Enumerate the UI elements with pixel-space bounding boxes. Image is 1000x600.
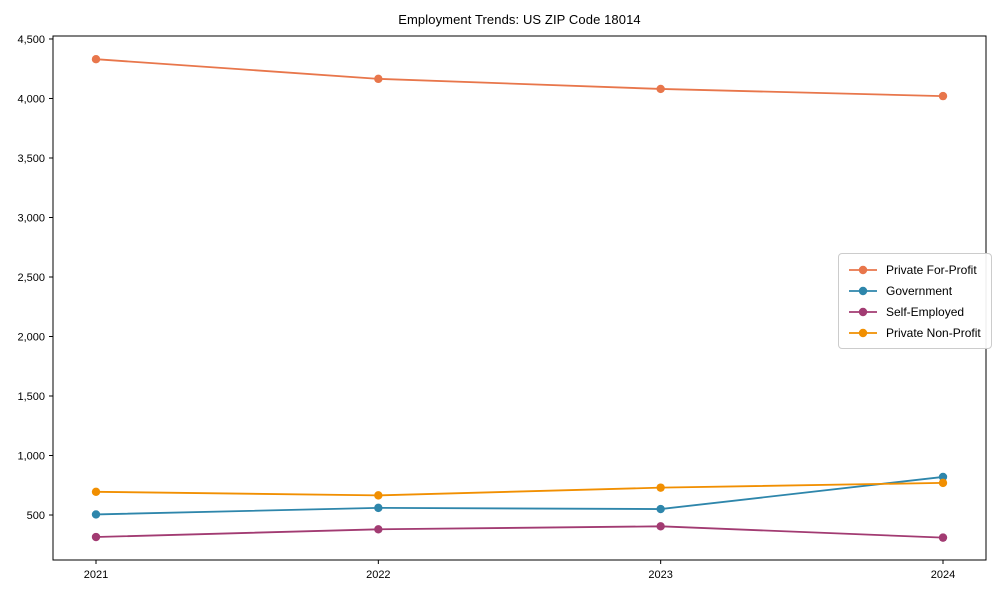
series-marker [91,510,101,519]
series-marker [91,532,101,542]
series-marker [374,491,383,500]
y-tick-label: 3,500 [17,153,45,165]
legend-marker-icon [849,286,877,295]
x-tick-label: 2022 [366,569,390,581]
series-line [95,525,944,539]
y-tick-label: 1,500 [17,391,45,403]
series-line [95,476,944,516]
series-marker [374,74,383,84]
legend-item: Private Non-Profit [848,324,981,341]
series-marker [91,55,101,64]
x-tick-label: 2023 [648,569,672,581]
series-marker [374,525,383,534]
series-marker [656,84,665,94]
legend-item: Private For-Profit [848,261,981,278]
legend-label: Private Non-Profit [886,325,981,340]
series-marker [656,483,665,492]
series-marker [656,522,665,531]
chart-title: Employment Trends: US ZIP Code 18014 [398,12,641,27]
series-line [95,58,944,97]
y-tick-label: 2,500 [17,272,45,284]
series-marker [91,487,101,497]
legend-marker-icon [849,265,877,274]
legend-label: Self-Employed [886,304,965,319]
series-marker [938,91,948,101]
series-marker [938,472,948,482]
series-marker [938,533,948,542]
legend-label: Private For-Profit [886,262,977,277]
legend-label: Government [886,283,953,298]
series-marker [374,503,383,513]
legend-item: Self-Employed [848,303,981,320]
x-tick-label: 2024 [931,569,955,581]
y-tick-label: 4,000 [17,93,45,105]
y-tick-label: 4,500 [17,34,45,46]
x-tick-label: 2021 [84,569,108,581]
series-line [95,481,944,497]
legend-marker-icon [849,307,877,316]
legend-item: Government [848,282,981,299]
y-tick-label: 500 [27,510,45,522]
y-tick-label: 2,000 [17,331,45,343]
legend-marker-icon [849,328,877,337]
series-marker [656,504,665,514]
series-marker [938,478,948,488]
y-tick-label: 3,000 [17,212,45,224]
y-tick-label: 1,000 [17,451,45,463]
legend: Private For-Profit Government Self-Employe… [838,253,992,349]
